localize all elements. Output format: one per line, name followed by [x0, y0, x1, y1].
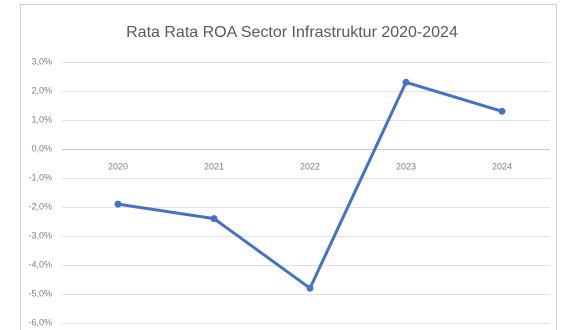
data-point	[306, 284, 314, 292]
y-tick-label: -1,0%	[28, 172, 52, 182]
y-tick-label: -3,0%	[28, 230, 52, 240]
y-tick-label: 1,0%	[31, 114, 52, 124]
x-tick-label: 2020	[108, 161, 128, 171]
y-tick-label: -2,0%	[28, 201, 52, 211]
chart-frame	[20, 4, 557, 330]
chart-title: Rata Rata ROA Sector Infrastruktur 2020-…	[126, 24, 458, 41]
y-tick-label: -6,0%	[28, 317, 52, 327]
y-tick-label: -5,0%	[28, 288, 52, 298]
y-tick-label: 0,0%	[31, 143, 52, 153]
data-point	[114, 200, 122, 208]
y-tick-label: -4,0%	[28, 259, 52, 269]
data-point	[402, 78, 410, 86]
x-tick-label: 2021	[204, 161, 224, 171]
data-point	[210, 215, 218, 223]
x-tick-label: 2022	[300, 161, 320, 171]
x-tick-label: 2023	[396, 161, 416, 171]
y-tick-label: 2,0%	[31, 85, 52, 95]
y-tick-label: 3,0%	[31, 56, 52, 66]
x-tick-label: 2024	[492, 161, 512, 171]
data-point	[498, 107, 506, 115]
